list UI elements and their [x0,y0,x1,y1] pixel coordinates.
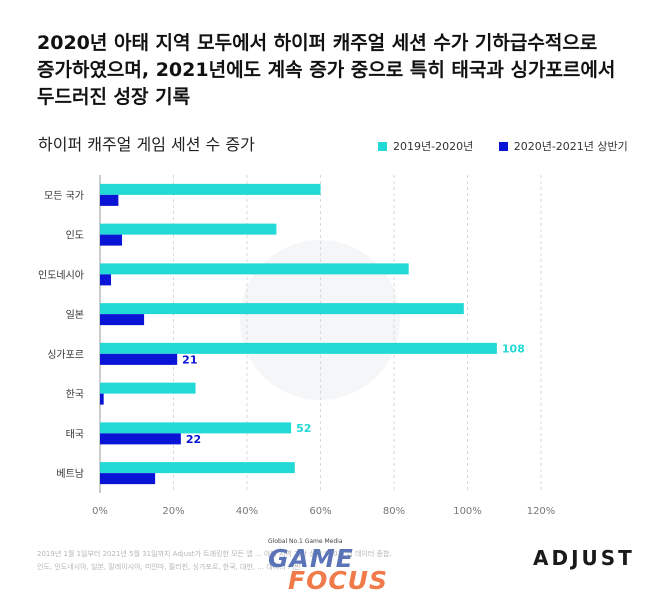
headline-line-2: 증가하였으며, 2021년에도 계속 증가 중으로 특히 태국과 싱가포르에서 [37,59,616,81]
data-label: 108 [502,342,525,355]
category-label: 베트남 [56,468,84,480]
bar-series-1 [100,303,464,315]
x-tick-label: 20% [162,506,184,517]
bar-series-2 [100,314,145,326]
x-tick-label: 60% [309,506,331,517]
legend-swatch-series-1 [378,141,387,151]
gamefocus-watermark: Global No.1 Game Media GAME FOCUS [268,538,408,596]
bar-series-2 [100,274,112,286]
bar-series-2 [100,234,123,246]
bar-series-2 [100,194,119,206]
bar-series-1 [100,382,196,394]
category-label: 한국 [66,389,84,401]
x-tick-label: 80% [383,506,405,517]
bar-series-1 [100,183,321,195]
category-label: 일본 [66,309,84,321]
footnote-line-2: 인도, 인도네시아, 일본, 말레이시아, 미얀마, 필리핀, 싱가포르, 한국… [37,563,303,571]
bar-series-2 [100,393,104,405]
headline: 2020년 아태 지역 모두에서 하이퍼 캐주얼 세션 수가 기하급수적으로 증… [37,30,637,111]
chart-legend: 2019년-2020년 2020년-2021년 상반기 [378,138,650,154]
adjust-logo: ADJUST [533,546,635,570]
data-label: 22 [186,433,201,446]
bar-series-1 [100,263,409,275]
headline-line-3: 두드러진 성장 기록 [37,86,191,108]
bar-series-1 [100,342,497,354]
bar-series-1 [100,462,295,474]
chart-title: 하이퍼 캐주얼 게임 세션 수 증가 [38,135,255,154]
x-tick-label: 40% [236,506,258,517]
category-label: 싱가포르 [47,349,84,361]
x-tick-label: 120% [527,506,556,517]
category-label: 인도 [66,230,84,242]
footnote: 2019년 1월 1일부터 2021년 5월 31일까지 Adjust가 트래킹… [37,548,507,574]
data-label: 52 [296,422,311,435]
headline-line-1: 2020년 아태 지역 모두에서 하이퍼 캐주얼 세션 수가 기하급수적으로 [37,32,598,54]
data-label: 21 [182,353,197,366]
legend-swatch-series-2 [498,141,508,151]
footnote-line-1: 2019년 1월 1일부터 2021년 5월 31일까지 Adjust가 트래킹… [37,550,392,558]
category-label: 인도네시아 [38,269,84,281]
bar-series-2 [100,433,181,445]
legend-item-series-1: 2019년-2020년 [378,138,473,154]
category-label: 모든 국가 [44,190,84,202]
x-tick-label: 100% [453,506,482,517]
watermark-tagline: Global No.1 Game Media [268,538,343,545]
watermark-word-game: GAME [268,544,354,573]
watermark-word-focus: FOCUS [288,566,388,595]
bar-series-1 [100,223,277,235]
x-tick-label: 0% [92,506,108,517]
legend-label-series-1: 2019년-2020년 [393,140,474,153]
bar-series-2 [100,353,178,365]
legend-item-series-2: 2020년-2021년 상반기 [498,138,628,154]
bar-series-1 [100,422,292,434]
category-label: 태국 [66,428,84,440]
legend-label-series-2: 2020년-2021년 상반기 [513,140,628,153]
bar-series-2 [100,473,156,485]
